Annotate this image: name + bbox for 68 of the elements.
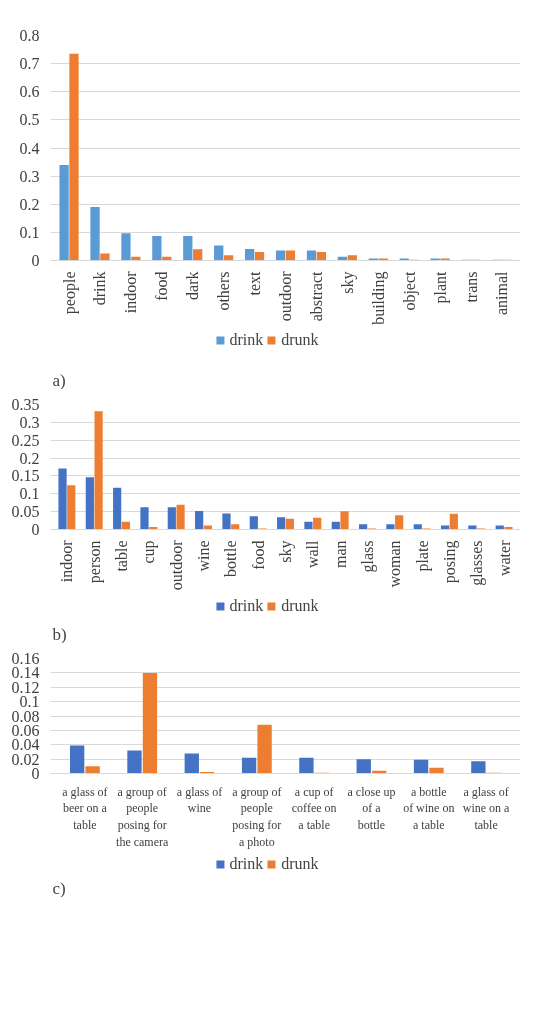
y-tick-label: 0.5 [19,111,40,129]
x-tick-label: woman [386,540,404,588]
x-tick-label: food [153,271,171,301]
x-tick-label: outdoor [167,539,185,591]
x-tick-label: outdoor [277,270,294,322]
x-tick-label: abstract [307,270,325,322]
y-tick-label: 0.35 [11,396,40,413]
y-tick-label: 0.2 [19,195,40,213]
x-tick-label: wine [195,540,213,572]
x-tick-label: people [60,271,79,315]
x-tick-label: drink [91,271,109,306]
x-tick-label: a glass of wine on a table [462,784,511,833]
x-tick-label: a bottle of wine on a table [403,784,455,833]
legend-label: drink [229,597,264,615]
y-tick-label: 0.8 [19,27,40,44]
text: c) [52,878,66,898]
x-tick-label: plant [431,270,450,304]
x-tick-label: sky [338,271,357,294]
x-tick-label: building [369,271,388,325]
x-tick-label: others [215,271,233,311]
x-tick-label: table [113,540,131,572]
x-tick-label: animal [493,270,511,316]
y-tick-label: 0.7 [19,55,40,73]
y-tick-label: 0.25 [11,431,40,449]
legend-label: drunk [281,855,319,873]
x-tick-label: indoor [122,270,140,314]
y-tick-label: 0.6 [19,83,40,101]
legend-label: drink [229,331,264,349]
x-tick-label: sky [277,540,295,563]
x-tick-label: indoor [58,539,76,583]
y-tick-label: 0.4 [19,139,40,157]
x-tick-label: posing [440,540,459,584]
y-tick-label: 0.3 [19,167,40,185]
text: a) [52,370,66,390]
x-tick-label: person [85,540,104,584]
legend-label: drunk [281,597,319,615]
x-tick-label: food [249,540,267,570]
x-tick-label: water [495,539,513,577]
x-tick-label: dark [184,271,202,300]
x-tick-label: plate [413,540,432,572]
legend-label: drunk [281,331,319,349]
x-tick-label: a glass of wine [176,784,223,816]
x-tick-label: cup [140,540,159,564]
x-tick-label: glasses [468,540,487,586]
y-tick-label: 0.1 [19,485,40,503]
text: b) [52,624,67,644]
x-tick-label: wall [304,539,322,569]
x-tick-label: man [331,540,349,569]
y-tick-label: 0 [31,765,40,782]
y-tick-label: 0 [31,252,40,269]
x-tick-label: a group of people posing for the camera [116,784,170,849]
legend-label: drink [229,855,264,873]
y-tick-label: 0.15 [11,467,40,485]
x-tick-label: glass [358,540,377,573]
x-tick-label: text [246,270,264,296]
y-tick-label: 0.05 [11,503,40,521]
y-tick-label: 0.3 [19,413,40,431]
x-tick-label: a group of people posing for a photo [232,784,282,849]
y-tick-label: 0.2 [19,449,40,467]
x-tick-label: a close up of a bottle [347,784,396,833]
y-tick-label: 0.1 [19,223,40,241]
x-tick-label: trans [462,271,480,303]
x-tick-label: object [400,270,419,311]
x-tick-label: a glass of beer on a table [62,784,108,833]
x-tick-label: a cup of coffee on a table [291,784,337,833]
y-tick-label: 0.16 [11,650,40,667]
x-tick-label: bottle [222,540,240,577]
y-tick-label: 0 [31,521,40,538]
